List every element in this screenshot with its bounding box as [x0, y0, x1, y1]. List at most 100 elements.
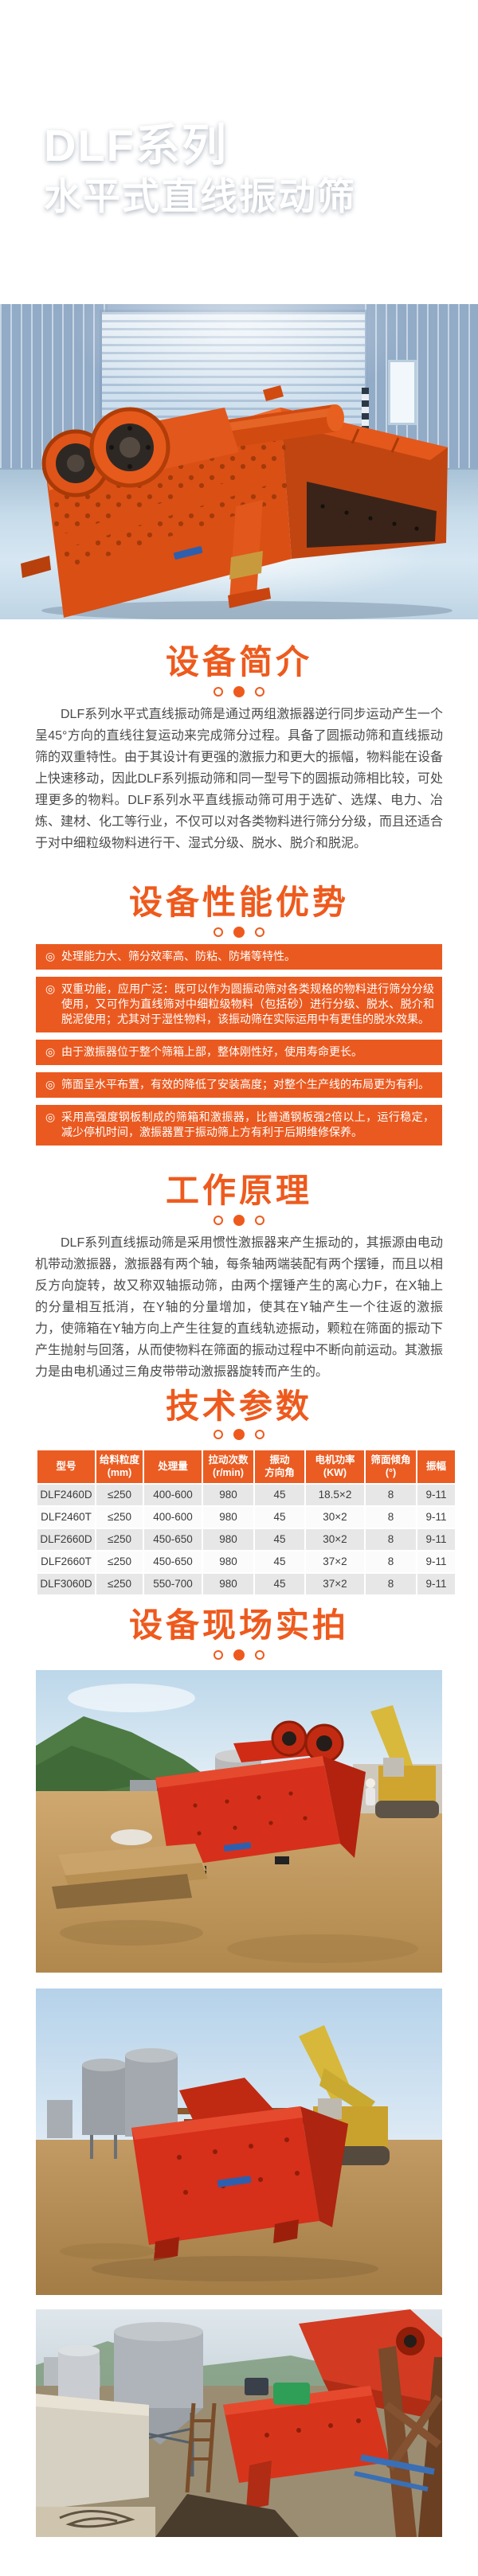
table-cell: 450-650	[144, 1551, 202, 1573]
site-photo-1	[36, 1670, 442, 1973]
section-title-gallery: 设备现场实拍	[128, 1606, 349, 1644]
principle-paragraph: DLF系列直线振动筛是采用惯性激振器来产生振动的，其振源由电动机带动激振器，激振…	[35, 1236, 444, 1379]
striped-pole	[362, 388, 369, 437]
advantage-text: 由于激振器位于整个筛箱上部，整体刚性好，使用寿命更长。	[61, 1045, 362, 1058]
dot-icon	[255, 1216, 264, 1225]
table-cell: 400-600	[144, 1485, 202, 1506]
dot-icon	[255, 1650, 264, 1660]
table-cell: 45	[255, 1485, 304, 1506]
table-header-row: 型号 给料粒度 (mm) 处理量 拉动次数 (r/min) 振动 方向角 电机功…	[37, 1450, 455, 1484]
table-cell: 980	[203, 1551, 253, 1573]
hero-banner: 筛分设备 DLF系列 水平式直线振动筛	[0, 0, 478, 619]
advantage-item: ◎ 采用高强度钢板制成的筛箱和激振器，比普通钢板强2倍以上，运行稳定，减少停机时…	[36, 1105, 442, 1146]
table-row: DLF2660D ≤250 450-650 980 45 30×2 8 9-11	[37, 1529, 455, 1551]
dot-icon	[214, 1430, 223, 1439]
table-row: DLF2460T ≤250 400-600 980 45 30×2 8 9-11	[37, 1507, 455, 1528]
table-header-cell: 处理量	[144, 1450, 202, 1484]
factory-side-door	[388, 360, 417, 425]
advantage-text: 筛面呈水平布置，有效的降低了安装高度；对整个生产线的布局更为有利。	[61, 1078, 429, 1091]
table-cell: 9-11	[417, 1529, 455, 1551]
table-cell: 45	[255, 1507, 304, 1528]
table-cell: 45	[255, 1529, 304, 1551]
page-subtitle: 水平式直线振动筛	[44, 175, 356, 217]
table-header-cell: 振幅	[417, 1450, 455, 1484]
advantage-item: ◎ 双重功能，应用广泛：既可以作为圆振动筛对各类规格的物料进行筛分分级使用，又可…	[36, 977, 442, 1032]
table-row: DLF2460D ≤250 400-600 980 45 18.5×2 8 9-…	[37, 1485, 455, 1506]
table-cell: 37×2	[306, 1574, 364, 1595]
table-cell: DLF2660D	[37, 1529, 95, 1551]
section-dots	[0, 1649, 478, 1661]
table-cell: 9-11	[417, 1485, 455, 1506]
table-cell: 550-700	[144, 1574, 202, 1595]
bullseye-bullet-icon: ◎	[45, 950, 56, 962]
table-cell: 18.5×2	[306, 1485, 364, 1506]
table-cell: 45	[255, 1574, 304, 1595]
dot-icon	[214, 1216, 223, 1225]
table-header-cell: 型号	[37, 1450, 95, 1484]
intro-paragraph: DLF系列水平式直线振动筛是通过两组激振器逆行同步运动产生一个呈45°方向的直线…	[35, 708, 444, 850]
section-dots	[0, 1215, 478, 1226]
bullseye-bullet-icon: ◎	[45, 1078, 56, 1091]
table-header-cell: 振动 方向角	[255, 1450, 304, 1484]
advantage-text: 处理能力大、筛分效率高、防粘、防堵等特性。	[61, 950, 296, 962]
table-cell: 8	[366, 1529, 416, 1551]
advantage-item: ◎ 筛面呈水平布置，有效的降低了安装高度；对整个生产线的布局更为有利。	[36, 1072, 442, 1098]
advantage-item: ◎ 处理能力大、筛分效率高、防粘、防堵等特性。	[36, 944, 442, 970]
section-title-specs: 技术参数	[165, 1388, 312, 1425]
category-badge: 筛分设备	[44, 57, 167, 100]
section-dots	[0, 1429, 478, 1440]
section-title-principle: 工作原理	[165, 1172, 312, 1209]
site-photo-2	[36, 1989, 442, 2295]
table-cell: 30×2	[306, 1529, 364, 1551]
dot-icon	[255, 687, 264, 697]
light-glow	[72, 239, 406, 414]
section-title-advantages: 设备性能优势	[128, 884, 349, 921]
table-cell: 45	[255, 1551, 304, 1573]
advantage-list: ◎ 处理能力大、筛分效率高、防粘、防堵等特性。 ◎ 双重功能，应用广泛：既可以作…	[36, 944, 442, 1153]
section-dots	[0, 686, 478, 697]
table-cell: ≤250	[96, 1551, 143, 1573]
table-header-cell: 筛面倾角 (°)	[366, 1450, 416, 1484]
table-header-cell: 电机功率 (KW)	[306, 1450, 364, 1484]
dot-icon	[214, 687, 223, 697]
dot-icon	[214, 927, 223, 937]
advantage-text: 采用高强度钢板制成的筛箱和激振器，比普通钢板强2倍以上，运行稳定，减少停机时间，…	[61, 1110, 434, 1138]
table-cell: 9-11	[417, 1507, 455, 1528]
table-row: DLF3060D ≤250 550-700 980 45 37×2 8 9-11	[37, 1574, 455, 1595]
dot-icon	[233, 1429, 245, 1440]
bullseye-bullet-icon: ◎	[45, 982, 56, 995]
dot-icon	[214, 1650, 223, 1660]
bullseye-bullet-icon: ◎	[45, 1110, 56, 1123]
table-cell: DLF3060D	[37, 1574, 95, 1595]
table-cell: 8	[366, 1507, 416, 1528]
table-cell: 9-11	[417, 1551, 455, 1573]
advantage-text: 双重功能，应用广泛：既可以作为圆振动筛对各类规格的物料进行筛分分级使用，又可作为…	[61, 982, 434, 1025]
table-cell: ≤250	[96, 1507, 143, 1528]
table-cell: ≤250	[96, 1485, 143, 1506]
table-header-cell: 给料粒度 (mm)	[96, 1450, 143, 1484]
dot-icon	[233, 686, 245, 697]
specs-table: 型号 给料粒度 (mm) 处理量 拉动次数 (r/min) 振动 方向角 电机功…	[36, 1449, 456, 1596]
table-cell: DLF2460T	[37, 1507, 95, 1528]
advantage-item: ◎ 由于激振器位于整个筛箱上部，整体刚性好，使用寿命更长。	[36, 1040, 442, 1065]
table-cell: DLF2660T	[37, 1551, 95, 1573]
table-cell: 8	[366, 1551, 416, 1573]
site-photo-3	[36, 2309, 442, 2537]
dot-icon	[233, 1215, 245, 1226]
table-cell: 980	[203, 1529, 253, 1551]
table-cell: 37×2	[306, 1551, 364, 1573]
dot-icon	[233, 927, 245, 938]
section-title-intro: 设备简介	[165, 643, 312, 681]
vibrating-screen-illustration	[21, 385, 453, 619]
section-dots	[0, 927, 478, 938]
table-cell: 980	[203, 1574, 253, 1595]
table-cell: 8	[366, 1574, 416, 1595]
table-cell: ≤250	[96, 1574, 143, 1595]
table-cell: 8	[366, 1485, 416, 1506]
bullseye-bullet-icon: ◎	[45, 1045, 56, 1058]
table-cell: ≤250	[96, 1529, 143, 1551]
table-cell: 400-600	[144, 1507, 202, 1528]
dot-icon	[255, 1430, 264, 1439]
dot-icon	[233, 1649, 245, 1661]
